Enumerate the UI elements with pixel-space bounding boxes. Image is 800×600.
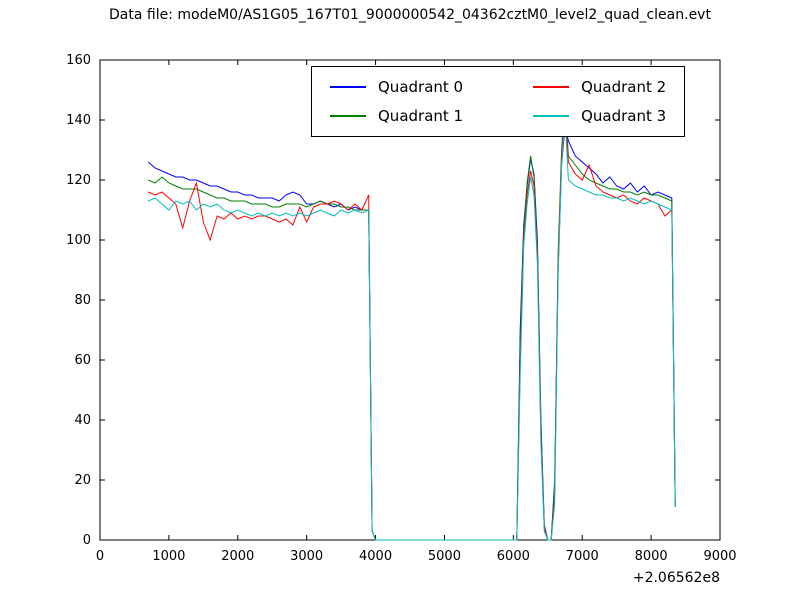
x-tick-label: 7000 bbox=[566, 549, 599, 564]
y-tick-label: 120 bbox=[66, 173, 91, 188]
legend-line-icon-quadrant-0 bbox=[330, 86, 366, 88]
legend-label-quadrant-0: Quadrant 0 bbox=[378, 78, 464, 96]
legend-entry-quadrant-0: Quadrant 0 bbox=[330, 78, 463, 96]
x-tick-label: 2000 bbox=[221, 549, 254, 564]
x-tick-label: 4000 bbox=[359, 549, 392, 564]
y-tick-label: 80 bbox=[74, 293, 91, 308]
x-tick-label: 3000 bbox=[290, 549, 323, 564]
series-line-quadrant-1 bbox=[148, 101, 676, 541]
y-tick-label: 0 bbox=[83, 533, 91, 548]
legend-label-quadrant-1: Quadrant 1 bbox=[378, 107, 464, 125]
series-line-quadrant-0 bbox=[147, 125, 676, 541]
legend: Quadrant 0 Quadrant 1 Quadrant 2 Quadran… bbox=[311, 66, 686, 137]
legend-entry-quadrant-2: Quadrant 2 bbox=[533, 78, 666, 96]
x-tick-label: 8000 bbox=[635, 549, 668, 564]
legend-line-icon-quadrant-2 bbox=[533, 86, 570, 88]
legend-entry-quadrant-3: Quadrant 3 bbox=[533, 107, 666, 125]
x-tick-label: 0 bbox=[96, 549, 104, 564]
legend-line-icon-quadrant-1 bbox=[330, 115, 366, 117]
legend-entry-quadrant-1: Quadrant 1 bbox=[330, 107, 463, 125]
y-tick-label: 20 bbox=[74, 473, 91, 488]
y-tick-label: 160 bbox=[66, 53, 91, 68]
y-tick-label: 140 bbox=[66, 113, 91, 128]
series-line-quadrant-3 bbox=[148, 116, 676, 541]
x-tick-label: 5000 bbox=[428, 549, 461, 564]
legend-label-quadrant-3: Quadrant 3 bbox=[581, 107, 667, 125]
chart-title: Data file: modeM0/AS1G05_167T01_90000005… bbox=[109, 7, 711, 23]
x-axis-offset-label: +2.06562e8 bbox=[633, 570, 720, 586]
x-tick-label: 6000 bbox=[497, 549, 530, 564]
x-tick-label: 1000 bbox=[152, 549, 185, 564]
y-tick-label: 60 bbox=[74, 353, 91, 368]
series-line-quadrant-2 bbox=[148, 110, 676, 541]
y-tick-label: 40 bbox=[74, 413, 91, 428]
legend-line-icon-quadrant-3 bbox=[533, 115, 570, 117]
x-tick-label: 9000 bbox=[703, 549, 736, 564]
y-tick-label: 100 bbox=[66, 233, 91, 248]
legend-label-quadrant-2: Quadrant 2 bbox=[581, 78, 667, 96]
